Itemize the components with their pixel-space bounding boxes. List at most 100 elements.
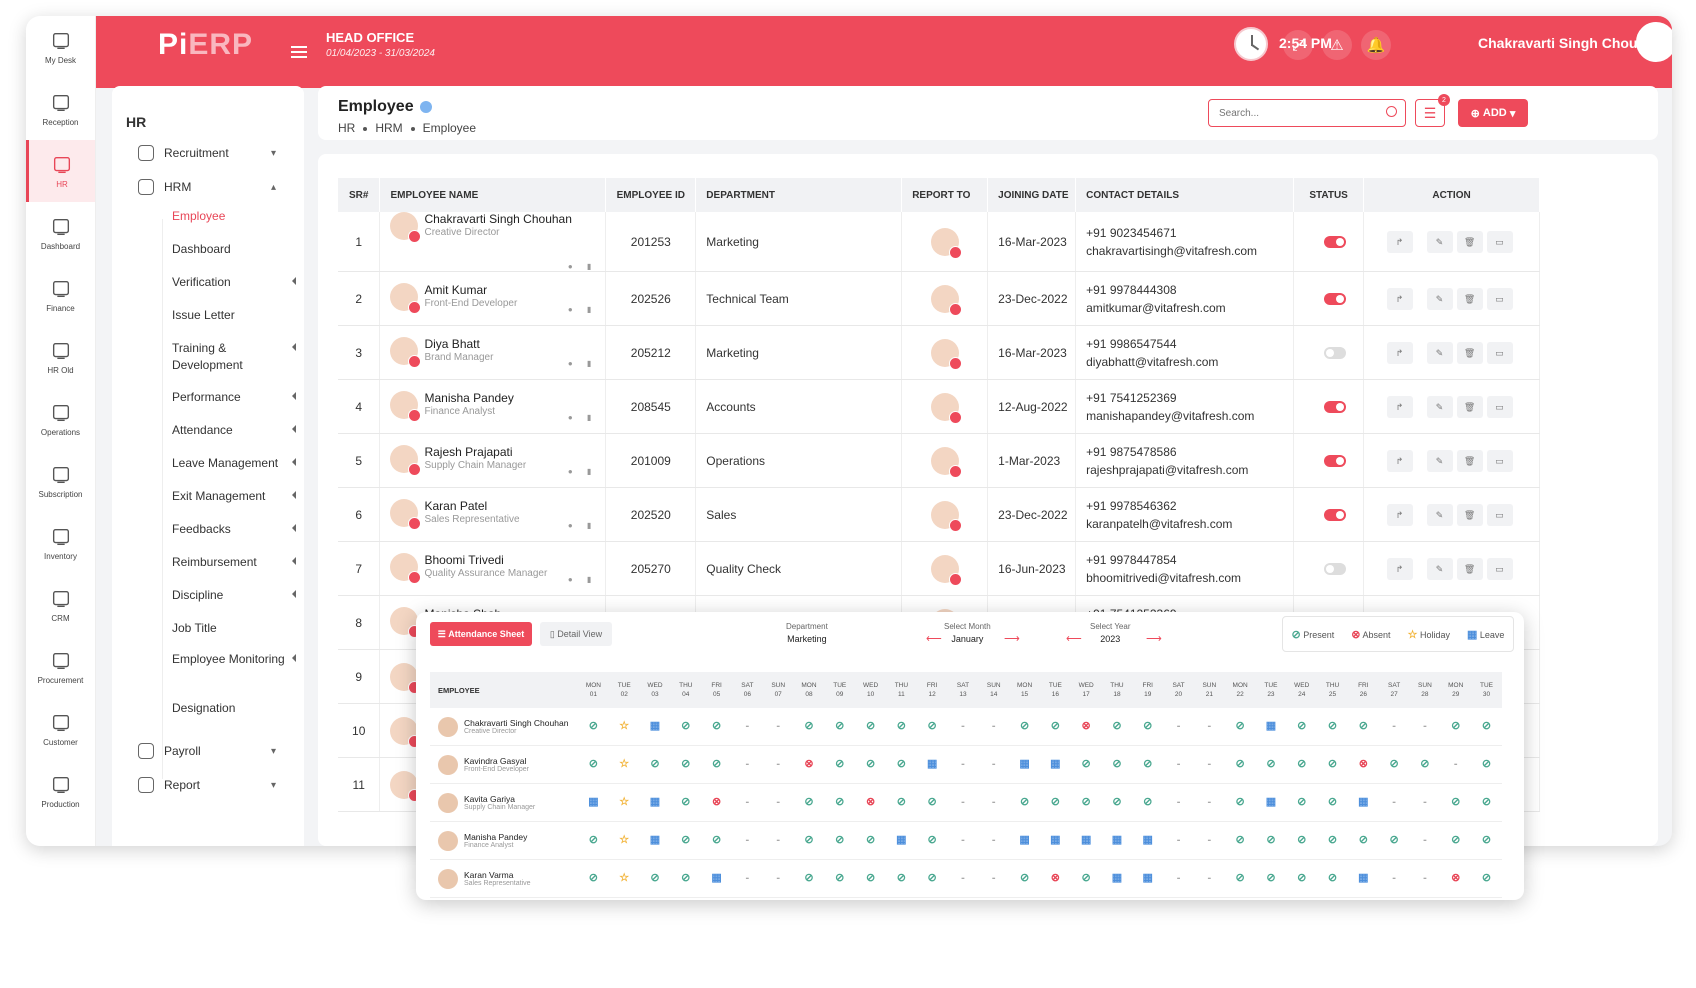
att-employee[interactable]: Kavita Gariya Supply Chain Manager [430,784,578,821]
status-toggle[interactable] [1324,346,1347,359]
att-employee[interactable]: Chakravarti Singh Chouhan Creative Direct… [430,708,578,745]
menu-payroll[interactable]: Payroll ▾ [126,736,288,766]
email[interactable]: bhoomitrivedi@vitafresh.com [1086,570,1242,585]
email[interactable]: manishapandey@vitafresh.com [1086,408,1255,423]
submenu-employee-monitoring[interactable]: Employee Monitoring [172,651,296,668]
cell-employee[interactable]: Chakravarti Singh Chouhan Creative Direct… [379,212,607,272]
delete-icon[interactable]: 🗑 [1456,449,1483,472]
att-cell[interactable]: ⊘ [824,746,855,783]
col-header[interactable]: EMPLOYEE NAME [379,178,607,212]
employee-name[interactable]: Bhoomi Trivedi [424,553,504,567]
rail-item-dashboard[interactable]: Dashboard [26,202,95,264]
att-cell[interactable]: - [948,822,979,859]
att-cell[interactable]: ⊘ [1256,860,1287,897]
att-cell[interactable]: - [1410,822,1441,859]
att-cell[interactable]: ⊘ [1040,784,1071,821]
att-cell[interactable]: ⊘ [886,746,917,783]
att-cell[interactable]: - [732,746,763,783]
att-cell[interactable]: ▦ [640,784,671,821]
delete-icon[interactable]: 🗑 [1456,557,1483,580]
crumb-hrm[interactable]: HRM [375,121,403,135]
att-cell[interactable]: ⊘ [578,860,609,897]
submenu-feedbacks[interactable]: Feedbacks [172,521,296,538]
att-cell[interactable]: - [978,784,1009,821]
employee-name[interactable]: Rajesh Prajapati [424,445,513,459]
submenu-reimbursement[interactable]: Reimbursement [172,554,296,571]
att-cell[interactable]: ☆ [609,784,640,821]
employee-name[interactable]: Karan Patel [424,499,488,513]
rail-item-finance[interactable]: Finance [26,264,95,326]
cell-employee[interactable]: Amit Kumar Front-End Developer ● ▮ [379,271,607,326]
att-cell[interactable]: ⊘ [1132,708,1163,745]
search-input[interactable] [1208,99,1406,127]
office-selector[interactable]: HEAD OFFICE 01/04/2023 - 31/03/2024 [326,30,435,59]
att-cell[interactable]: ⊘ [701,822,732,859]
prev-month-arrow-icon[interactable]: ⟵ [926,633,942,645]
att-cell[interactable]: ⊘ [640,860,671,897]
att-cell[interactable]: ⊘ [578,708,609,745]
att-cell[interactable]: ⊘ [794,784,825,821]
crumb-hr[interactable]: HR [338,121,356,135]
status-toggle[interactable] [1324,508,1347,521]
att-cell[interactable]: ⊘ [1286,708,1317,745]
att-cell[interactable]: - [1194,784,1225,821]
cell-report-to[interactable] [901,325,989,380]
att-cell[interactable]: - [978,822,1009,859]
att-cell[interactable]: - [763,708,794,745]
att-cell[interactable]: ⊗ [855,784,886,821]
att-cell[interactable]: ⊘ [1225,860,1256,897]
share-icon[interactable]: ↱ [1386,503,1413,526]
att-cell[interactable]: - [763,746,794,783]
col-header[interactable]: ACTION [1363,178,1540,212]
employee-name[interactable]: Amit Kumar [424,283,488,297]
att-cell[interactable]: ⊘ [794,860,825,897]
att-cell[interactable]: ▦ [1009,822,1040,859]
tab-attendance-sheet[interactable]: ☰ Attendance Sheet [430,622,532,646]
table-row[interactable]: 5 Rajesh Prajapati Supply Chain Manager ● ▮… [338,433,1540,488]
att-cell[interactable]: ⊘ [886,860,917,897]
menu-hrm[interactable]: HRM ▴ [126,172,288,202]
submenu-discipline[interactable]: Discipline [172,587,296,604]
table-row[interactable]: 6 Karan Patel Sales Representative ● ▮ 20252… [338,487,1540,542]
att-cell[interactable]: - [1163,822,1194,859]
att-cell[interactable]: ⊘ [1286,860,1317,897]
edit-icon[interactable]: ✎ [1426,287,1453,310]
submenu-verification[interactable]: Verification [172,274,296,291]
message-icon[interactable]: ▭ [1486,449,1513,472]
att-cell[interactable]: ⊘ [1225,784,1256,821]
att-cell[interactable]: ⊘ [824,860,855,897]
phone[interactable]: +91 9978447854 [1086,552,1177,567]
user-name[interactable]: Chakravarti Singh Chouhan [1478,35,1663,51]
att-cell[interactable]: ⊘ [1225,822,1256,859]
att-cell[interactable]: ▦ [1040,746,1071,783]
col-header[interactable]: REPORT TO [901,178,989,212]
menu-recruitment[interactable]: Recruitment ▾ [126,138,288,168]
message-icon[interactable]: ▭ [1486,395,1513,418]
att-cell[interactable]: ⊘ [1071,784,1102,821]
att-cell[interactable]: ▦ [640,822,671,859]
att-cell[interactable]: ⊘ [1317,822,1348,859]
share-icon[interactable]: ↱ [1386,449,1413,472]
att-cell[interactable]: ⊘ [1471,860,1502,897]
att-cell[interactable]: ⊘ [917,708,948,745]
att-cell[interactable]: ⊘ [824,822,855,859]
delete-icon[interactable]: 🗑 [1456,503,1483,526]
phone[interactable]: +91 9875478586 [1086,444,1177,459]
att-cell[interactable]: ⊘ [917,784,948,821]
menu-report[interactable]: Report ▾ [126,770,288,800]
table-row[interactable]: 7 Bhoomi Trivedi Quality Assurance Manager… [338,541,1540,596]
employee-name[interactable]: Diya Bhatt [424,337,480,351]
rail-item-operations[interactable]: Operations [26,388,95,450]
search-icon[interactable] [1386,106,1397,117]
cell-report-to[interactable] [901,541,989,596]
att-cell[interactable]: ⊘ [1102,746,1133,783]
submenu-training-development[interactable]: Training & Development [172,340,296,374]
att-cell[interactable]: ▦ [1256,708,1287,745]
att-cell[interactable]: ⊘ [1009,860,1040,897]
att-cell[interactable]: ▦ [1132,860,1163,897]
att-cell[interactable]: ▦ [1348,860,1379,897]
rail-item-hr[interactable]: HR [26,140,95,202]
att-cell[interactable]: - [978,860,1009,897]
att-cell[interactable]: ▦ [1009,746,1040,783]
next-month-arrow-icon[interactable]: ⟶ [1004,633,1020,645]
